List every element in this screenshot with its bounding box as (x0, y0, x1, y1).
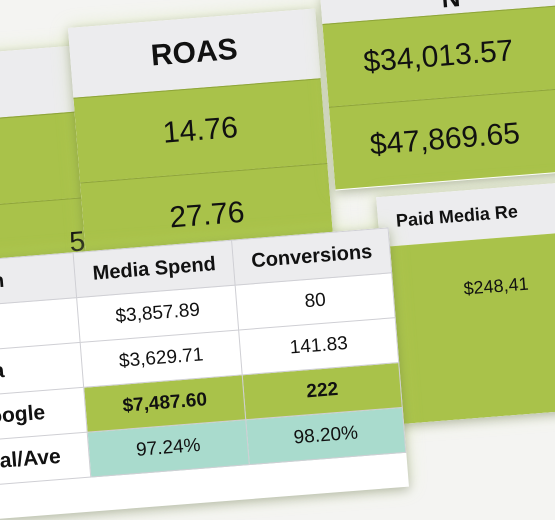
platform-table-card: rm Media Spend Conversions $3,857.89 80 … (0, 227, 409, 520)
paid-media-card-value: $248,41 (380, 229, 555, 425)
metric-card-right: N $34,013.57 $47,869.65 (320, 0, 555, 191)
platform-cell: tal/Ave (0, 432, 91, 486)
paid-media-card: Paid Media Re $248,41 (376, 180, 555, 425)
platform-table: rm Media Spend Conversions $3,857.89 80 … (0, 227, 406, 486)
roas-card: ROAS 14.76 27.76 (67, 8, 334, 268)
